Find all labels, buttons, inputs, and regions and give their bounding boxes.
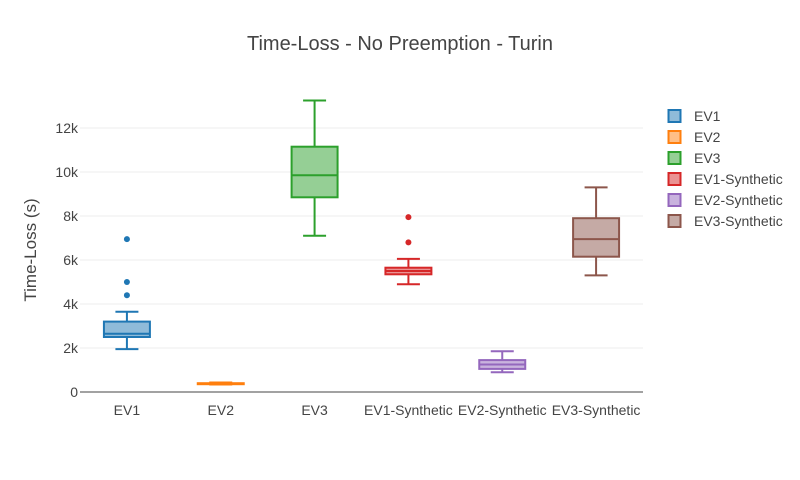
y-tick-label: 6k: [63, 252, 79, 268]
boxes: [102, 99, 621, 386]
x-tick-label: EV1-Synthetic: [364, 402, 453, 418]
legend-item-ev2-synthetic[interactable]: EV2-Synthetic: [667, 192, 783, 208]
legend-label: EV2-Synthetic: [694, 192, 783, 208]
legend-swatch: [667, 214, 682, 228]
legend-item-ev2[interactable]: EV2: [667, 129, 721, 145]
box-ev1[interactable]: [102, 236, 151, 351]
legend-item-ev1-synthetic[interactable]: EV1-Synthetic: [667, 171, 783, 187]
x-tick-label: EV1: [114, 402, 141, 418]
box-ev3[interactable]: [290, 99, 339, 237]
x-tick-label: EV2-Synthetic: [458, 402, 547, 418]
x-tick-label: EV3: [301, 402, 328, 418]
legend-item-ev3-synthetic[interactable]: EV3-Synthetic: [667, 213, 783, 229]
chart-title: Time-Loss - No Preemption - Turin: [247, 33, 553, 55]
box-iqr: [572, 217, 621, 258]
legend-swatch: [667, 109, 682, 123]
legend[interactable]: EV1 EV2 EV3 EV1-Synthetic EV2-Synthetic EV3-S…: [667, 108, 783, 229]
legend-label: EV3-Synthetic: [694, 213, 783, 229]
x-tick-label: EV3-Synthetic: [552, 402, 641, 418]
outlier-point: [123, 292, 130, 299]
legend-swatch: [667, 151, 682, 165]
outlier-point: [123, 279, 130, 285]
legend-swatch: [667, 130, 682, 144]
legend-label: EV1: [694, 108, 721, 124]
legend-item-ev1[interactable]: EV1: [667, 108, 721, 124]
box-ev3-synthetic[interactable]: [572, 186, 621, 277]
box-iqr: [290, 145, 339, 199]
y-tick-label: 12k: [55, 120, 79, 136]
y-axis-title: Time-Loss (s): [21, 198, 40, 301]
y-tick-label: 2k: [63, 340, 79, 356]
outlier-point: [405, 214, 412, 221]
legend-swatch: [667, 172, 682, 186]
gridlines: [80, 127, 643, 349]
axes: 0 2k 4k 6k 8k 10k 12k EV1 EV2 EV3 EV1-Synthetic EV2…: [55, 120, 643, 418]
y-tick-label: 0: [70, 384, 78, 400]
box-ev1-synthetic[interactable]: [384, 214, 433, 286]
y-tick-label: 8k: [63, 208, 79, 224]
legend-label: EV1-Synthetic: [694, 171, 783, 187]
y-tick-label: 4k: [63, 296, 79, 312]
x-tick-label: EV2: [208, 402, 235, 418]
legend-item-ev3[interactable]: EV3: [667, 150, 721, 166]
legend-label: EV3: [694, 150, 721, 166]
legend-swatch: [667, 193, 682, 207]
box-ev2[interactable]: [196, 381, 245, 386]
y-tick-label: 10k: [55, 164, 79, 180]
box-ev2-synthetic[interactable]: [478, 350, 527, 374]
legend-label: EV2: [694, 129, 721, 145]
outlier-point: [405, 239, 412, 246]
outlier-point: [123, 236, 130, 243]
